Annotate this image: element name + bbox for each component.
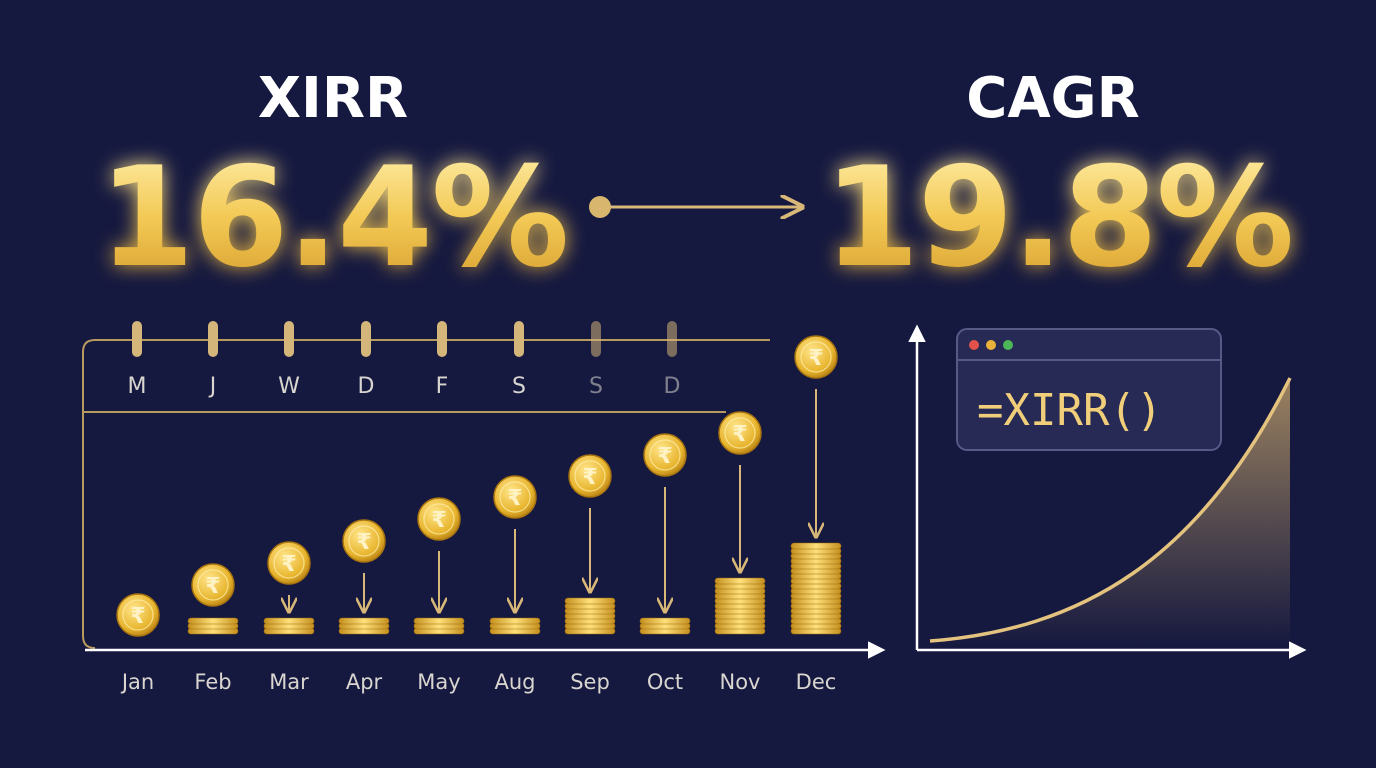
month-label: Mar xyxy=(269,670,309,694)
calendar-ring xyxy=(284,321,294,357)
calendar-ring xyxy=(361,321,371,357)
arrow-dot xyxy=(589,196,611,218)
coin-rim xyxy=(423,503,455,535)
growth-curve xyxy=(929,377,1292,643)
xirr-label: XIRR xyxy=(258,66,408,131)
calendar-day: W xyxy=(278,374,300,399)
coin-symbol: ₹ xyxy=(281,552,296,577)
coin-stack xyxy=(413,617,465,625)
coin-stack xyxy=(564,597,616,605)
calendar-day: S xyxy=(512,374,526,399)
month-label: May xyxy=(417,670,460,694)
coin-stack xyxy=(714,577,766,585)
calendar-ring xyxy=(591,321,601,357)
month-label: Aug xyxy=(494,670,535,694)
month-label: Jan xyxy=(120,670,154,694)
coin-rim xyxy=(348,525,380,557)
calendar-ring xyxy=(437,321,447,357)
coin-rim xyxy=(273,547,305,579)
cagr-value: 19.8% xyxy=(824,137,1293,298)
month-label: Feb xyxy=(194,670,231,694)
month-label: Oct xyxy=(647,670,683,694)
coin-rim xyxy=(499,481,531,513)
calendar-day: S xyxy=(589,374,603,399)
coin-stack xyxy=(263,617,315,625)
month-label: Sep xyxy=(570,670,610,694)
calendar-ring xyxy=(208,321,218,357)
coin-rim xyxy=(574,460,606,492)
coin-rim xyxy=(800,341,832,373)
window-dot xyxy=(1003,340,1013,350)
xirr-value: 16.4% xyxy=(99,137,568,298)
coin-stack xyxy=(187,617,239,625)
calendar-day: D xyxy=(358,374,375,399)
calendar-day: M xyxy=(128,374,147,399)
window-dot xyxy=(969,340,979,350)
calendar-day: D xyxy=(664,374,681,399)
calendar-ring xyxy=(514,321,524,357)
coin-symbol: ₹ xyxy=(356,530,371,555)
coin-timeline: M J W D F S S D Jan ₹ Feb ₹ Mar ₹ Apr ₹ May ₹ Aug ₹ Sep ₹ Oct ₹… xyxy=(116,321,842,694)
calendar-day: F xyxy=(436,374,449,399)
coin-stack xyxy=(639,617,691,625)
calendar-frame xyxy=(82,339,770,649)
coin-symbol: ₹ xyxy=(582,465,597,490)
coin-symbol: ₹ xyxy=(130,604,145,629)
coin-symbol: ₹ xyxy=(431,508,446,533)
month-label: Nov xyxy=(720,670,761,694)
coin-rim xyxy=(649,439,681,471)
month-label: Dec xyxy=(796,670,837,694)
coin-symbol: ₹ xyxy=(205,574,220,599)
coin-rim xyxy=(122,599,154,631)
formula-text: =XIRR() xyxy=(977,385,1162,436)
coin-symbol: ₹ xyxy=(507,486,522,511)
coin-symbol: ₹ xyxy=(732,422,747,447)
window-dot xyxy=(986,340,996,350)
coin-symbol: ₹ xyxy=(657,444,672,469)
calendar-ring xyxy=(667,321,677,357)
coin-stack xyxy=(338,617,390,625)
coin-stack xyxy=(489,617,541,625)
calendar-day: J xyxy=(208,374,217,399)
coin-stack xyxy=(790,542,842,550)
coin-symbol: ₹ xyxy=(808,346,823,371)
month-label: Apr xyxy=(346,670,383,694)
growth-area xyxy=(930,378,1290,648)
coin-rim xyxy=(197,569,229,601)
calendar-ring xyxy=(132,321,142,357)
coin-rim xyxy=(724,417,756,449)
cagr-label: CAGR xyxy=(966,66,1140,131)
